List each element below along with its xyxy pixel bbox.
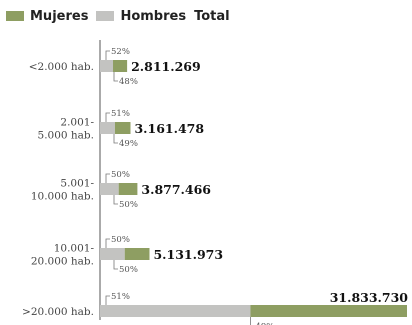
legend-label-mujeres: Mujeres: [30, 8, 89, 24]
pct-leader-mujeres: [105, 238, 110, 248]
category-label: 2.001-: [60, 117, 94, 129]
pct-label-mujeres: 51%: [111, 292, 130, 302]
pct-label-mujeres: 51%: [111, 109, 130, 119]
pct-leader-hombres: [250, 317, 251, 325]
category-label: >20.000 hab.: [22, 306, 94, 318]
pct-label-hombres: 49%: [255, 322, 274, 325]
bar-hombres: [100, 183, 119, 195]
bar-hombres: [100, 248, 125, 260]
category-label: 5.000 hab.: [38, 130, 94, 142]
legend-label-hombres: Hombres: [120, 8, 187, 24]
category-label: 20.000 hab.: [31, 256, 94, 268]
pct-label-mujeres: 52%: [111, 47, 130, 57]
pct-leader-hombres: [113, 134, 118, 144]
bar-mujeres: [250, 305, 407, 317]
pct-label-hombres: 49%: [119, 139, 138, 149]
legend-label-total: Total: [194, 8, 230, 24]
total-label: 2.811.269: [131, 59, 201, 74]
total-label: 5.131.973: [153, 247, 223, 262]
pct-leader-mujeres: [105, 173, 110, 183]
bar-hombres: [100, 305, 251, 317]
pct-label-mujeres: 50%: [111, 170, 130, 180]
pct-leader-hombres: [113, 195, 118, 205]
bar-hombres: [100, 122, 115, 134]
legend-swatch-hombres: [96, 11, 115, 21]
pct-label-mujeres: 50%: [111, 235, 130, 245]
category-label: <2.000 hab.: [29, 61, 94, 73]
total-label: 31.833.730: [330, 290, 409, 305]
category-label: 10.000 hab.: [31, 191, 94, 203]
pct-leader-mujeres: [105, 295, 110, 305]
legend-item-mujeres: Mujeres: [6, 9, 88, 24]
legend-item-total: Total: [194, 9, 230, 24]
pct-label-hombres: 50%: [119, 265, 138, 275]
legend-swatch-mujeres: [6, 11, 24, 21]
bar-hombres: [100, 60, 114, 72]
legend-item-hombres: Hombres: [96, 9, 186, 24]
pct-leader-hombres: [113, 72, 118, 82]
category-label: 5.001-: [60, 178, 94, 190]
pct-leader-mujeres: [105, 112, 110, 122]
bar-mujeres: [114, 122, 131, 134]
bar-mujeres: [113, 60, 128, 72]
chart-legend: Mujeres Hombres Total: [6, 6, 230, 26]
total-label: 3.161.478: [134, 121, 204, 136]
category-label: 10.001-: [54, 243, 95, 255]
bar-mujeres: [118, 183, 138, 195]
bar-mujeres: [124, 248, 150, 260]
total-label: 3.877.466: [141, 182, 211, 197]
pct-leader-mujeres: [105, 50, 110, 60]
pct-leader-hombres: [113, 260, 118, 270]
pct-label-hombres: 50%: [119, 200, 138, 210]
pct-label-hombres: 48%: [119, 77, 138, 87]
